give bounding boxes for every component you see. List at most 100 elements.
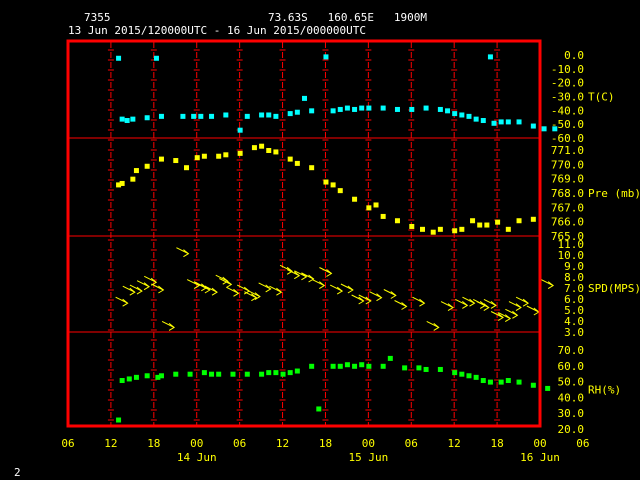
- pres-point: [452, 228, 458, 234]
- wind-arrow: [176, 247, 190, 258]
- plot-frame: [66, 39, 542, 428]
- temp-point: [323, 54, 329, 60]
- rh-point: [244, 371, 250, 377]
- y-tick-label: -40.0: [551, 104, 584, 117]
- wind-arrow: [226, 286, 240, 297]
- pres-point: [437, 226, 443, 232]
- temp-point: [273, 113, 279, 119]
- wind-arrow: [462, 296, 476, 307]
- wind-arrow: [269, 285, 283, 296]
- x-tick-label: 18: [147, 437, 160, 450]
- grid-lines: [68, 42, 540, 425]
- station-location: 73.63S 160.65E 1900M: [268, 11, 427, 24]
- wind-arrow: [115, 296, 129, 307]
- x-day-label: 14 Jun: [177, 451, 217, 464]
- wind-arrow: [526, 305, 540, 316]
- pres-point: [380, 213, 386, 219]
- rh-point: [259, 371, 265, 377]
- wind-arrow: [358, 294, 372, 305]
- temp-point: [409, 106, 415, 112]
- y-tick-label: 20.0: [558, 423, 585, 436]
- temp-point: [294, 109, 300, 115]
- wind-arrow: [186, 279, 201, 290]
- rh-point: [505, 378, 511, 384]
- y-tick-label: 30.0: [558, 407, 585, 420]
- wind-arrow: [540, 279, 555, 290]
- temp-point: [209, 113, 215, 119]
- wind-arrow: [136, 280, 150, 291]
- wind-arrow: [247, 290, 261, 301]
- temp-point: [352, 106, 358, 112]
- rh-point: [330, 363, 336, 369]
- rh-point: [133, 374, 139, 380]
- temp-point: [530, 123, 536, 129]
- time-period: 13 Jun 2015/120000UTC - 16 Jun 2015/0000…: [68, 24, 366, 37]
- pres-point: [266, 148, 272, 153]
- rh-point: [316, 406, 322, 412]
- y-tick-label: -10.0: [551, 63, 584, 76]
- x-tick-label: 18: [319, 437, 332, 450]
- wind-arrow: [476, 301, 490, 312]
- wind-arrow: [426, 320, 440, 331]
- pres-point: [158, 156, 164, 162]
- x-tick-label: 00: [190, 437, 203, 450]
- rh-point: [452, 370, 458, 376]
- y-tick-label: 765.0: [551, 230, 584, 243]
- wind-arrow: [351, 294, 365, 305]
- pres-point: [516, 218, 522, 224]
- y-tick-label: -50.0: [551, 118, 584, 131]
- wind-arrow: [515, 296, 529, 307]
- rh-point: [337, 363, 343, 369]
- rh-point: [380, 363, 386, 369]
- temp-point: [359, 105, 365, 111]
- temp-point: [223, 112, 229, 118]
- pres-point: [201, 153, 207, 159]
- y-axis-labels: 0.0-10.0-20.0-30.0-40.0-50.0-60.0 T(C) 771…: [551, 49, 640, 436]
- pres-point: [477, 222, 483, 228]
- y-tick-label: 8.0: [564, 271, 584, 284]
- rh-point: [366, 363, 372, 369]
- temp-point: [337, 106, 343, 112]
- temp-point: [237, 127, 243, 133]
- temp-point: [437, 106, 443, 112]
- rh-point: [216, 371, 222, 377]
- rh-point: [466, 373, 472, 379]
- y-tick-label: -30.0: [551, 91, 584, 104]
- temp-point: [541, 126, 547, 132]
- y-tick-label: 3.0: [564, 326, 584, 339]
- rh-point: [309, 363, 315, 369]
- temp-point: [191, 113, 197, 119]
- station-id: 7355: [84, 11, 111, 24]
- wind-arrow: [472, 298, 487, 309]
- wind-arrow: [287, 269, 301, 280]
- temp-point: [144, 115, 150, 121]
- temp-point: [287, 111, 293, 117]
- data-marks: [115, 54, 558, 423]
- pres-point: [309, 165, 315, 171]
- y-tick-label: 770.0: [551, 158, 584, 171]
- x-tick-label: 12: [276, 437, 289, 450]
- y-tick-label: 11.0: [558, 238, 585, 251]
- rh-point: [498, 379, 504, 385]
- x-day-label: 16 Jun: [520, 451, 560, 464]
- pres-point: [216, 153, 222, 159]
- rh-point: [119, 378, 125, 384]
- pres-point: [130, 176, 136, 182]
- rh-point: [294, 368, 300, 374]
- pres-point: [366, 205, 372, 211]
- temp-point: [423, 105, 429, 111]
- wind-arrow: [329, 284, 344, 295]
- y-tick-label: 60.0: [558, 360, 585, 373]
- panel-label-rh: RH(%): [588, 384, 621, 397]
- pres-point: [133, 168, 139, 174]
- rh-point: [201, 370, 207, 376]
- wind-arrow: [122, 285, 136, 296]
- wind-arrow: [244, 291, 258, 302]
- temp-point: [259, 112, 265, 118]
- wind-arrow: [440, 301, 454, 312]
- wind-arrow: [294, 270, 308, 281]
- y-tick-label: 50.0: [558, 376, 585, 389]
- pres-point: [173, 158, 179, 164]
- rh-point: [545, 385, 551, 391]
- rh-point: [273, 370, 279, 376]
